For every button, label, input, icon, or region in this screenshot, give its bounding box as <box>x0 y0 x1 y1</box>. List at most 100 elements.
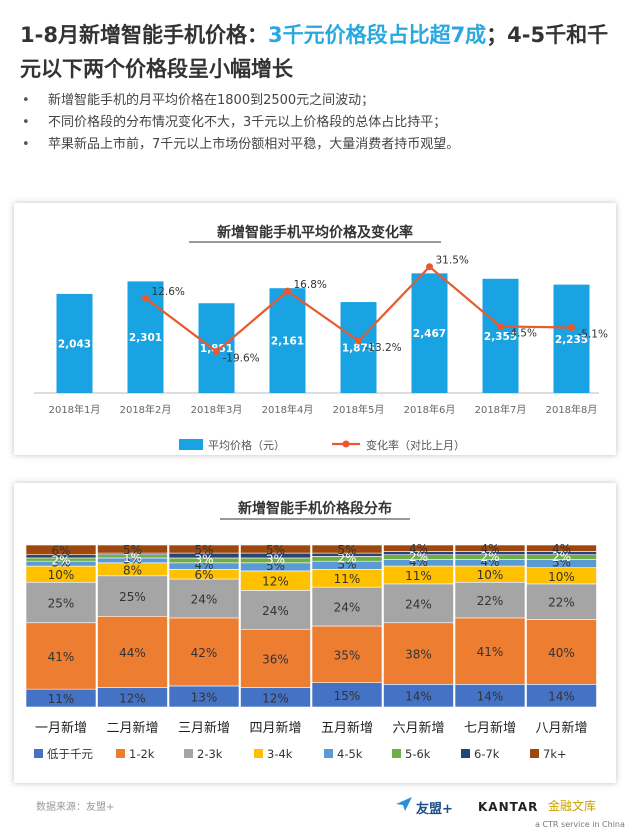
change-rate-point <box>426 263 433 271</box>
segment-value-label: 38% <box>405 648 432 662</box>
legend-label: 平均价格（元） <box>208 438 285 452</box>
x-tick-label: 2018年7月 <box>475 403 527 416</box>
bullet-list: 新增智能手机的月平均价格在1800到2500元之间波动； 不同价格段的分布情况变… <box>20 90 620 156</box>
segment-value-label: 2% <box>480 550 499 564</box>
stack-segment <box>25 622 97 690</box>
legend-label: 2-3k <box>197 747 223 761</box>
legend-swatch <box>461 749 470 758</box>
segment-value-label: 2% <box>51 553 70 567</box>
stack-segment <box>526 619 597 685</box>
chart-title: 新增智能手机平均价格及变化率 <box>217 224 413 241</box>
legend-label: 5-6k <box>405 747 431 761</box>
change-rate-point <box>355 337 362 345</box>
title-highlight: 3千元价格段占比超7成 <box>267 23 487 47</box>
segment-value-label: 11% <box>334 572 361 586</box>
x-tick-label: 2018年6月 <box>404 403 456 416</box>
segment-value-label: 24% <box>191 592 218 606</box>
change-rate-point <box>497 322 504 330</box>
stack-segment <box>526 583 597 620</box>
segment-value-label: 25% <box>119 590 146 604</box>
brand-name: 友盟+ <box>416 802 453 817</box>
watermark: 金融文库 <box>548 799 597 813</box>
legend-label: 4-5k <box>337 747 363 761</box>
x-tick-label: 六月新增 <box>392 720 444 736</box>
legend-label: 6-7k <box>474 747 500 761</box>
legend-swatch <box>116 749 125 758</box>
bar-value-label: 1,875 <box>342 343 375 355</box>
stack-segment <box>168 578 240 619</box>
x-tick-label: 2018年8月 <box>546 403 598 416</box>
ctr-tagline: a CTR service in China <box>535 820 625 829</box>
segment-value-label: 12% <box>262 691 289 705</box>
segment-value-label: 10% <box>477 568 504 582</box>
change-rate-label: -13.2% <box>365 342 402 354</box>
segment-value-label: 24% <box>262 604 289 618</box>
legend-swatch <box>184 749 193 758</box>
stack-segment <box>240 544 311 554</box>
segment-value-label: 40% <box>548 646 575 660</box>
bar-value-label: 2,161 <box>271 336 304 348</box>
segment-value-label: 44% <box>119 646 146 660</box>
legend-label: 低于千元 <box>47 747 93 761</box>
x-tick-label: 2018年3月 <box>191 403 243 416</box>
segment-value-label: 13% <box>191 690 218 704</box>
change-rate-point <box>568 323 575 331</box>
bar <box>482 278 519 393</box>
page-title: 1-8月新增智能手机价格：3千元价格段占比超7成；4-5千和千元以下两个价格段呈… <box>20 23 609 81</box>
segment-value-label: 41% <box>48 650 75 664</box>
stack-segment <box>240 628 311 688</box>
x-tick-label: 八月新增 <box>535 720 587 736</box>
stack-segment <box>311 586 383 627</box>
change-rate-point <box>142 294 149 302</box>
bullet-item: 新增智能手机的月平均价格在1800到2500元之间波动； <box>20 90 620 112</box>
change-rate-point <box>213 348 220 356</box>
data-source: 数据来源：友盟+ <box>36 802 115 813</box>
x-tick-label: 五月新增 <box>321 720 373 736</box>
segment-value-label: 41% <box>477 645 504 659</box>
change-rate-label: 12.6% <box>152 286 185 298</box>
x-tick-label: 2018年5月 <box>333 403 385 416</box>
legend-swatch <box>392 749 401 758</box>
segment-value-label: 3% <box>194 553 213 567</box>
stack-segment <box>454 544 526 552</box>
legend-swatch-marker <box>342 440 350 448</box>
segment-value-label: 10% <box>48 568 75 582</box>
segment-value-label: 5% <box>337 543 356 557</box>
segment-value-label: 14% <box>405 690 432 704</box>
stack-segment <box>311 682 383 708</box>
segment-value-label: 2% <box>552 550 571 564</box>
segment-value-label: 14% <box>477 690 504 704</box>
segment-value-label: 4% <box>480 542 499 556</box>
change-rate-label: -5.1% <box>578 328 608 340</box>
bar <box>553 284 590 393</box>
segment-value-label: 5% <box>194 543 213 557</box>
segment-value-label: 25% <box>48 597 75 611</box>
segment-value-label: 24% <box>334 601 361 615</box>
stack-segment <box>383 544 454 552</box>
bar <box>411 273 448 393</box>
segment-chart-panel: 新增智能手机价格段分布 11% 41% 25% 10% 3% 2% 6% 一月新增 12% 44% 2… <box>14 483 616 783</box>
price-chart-panel: 新增智能手机平均价格及变化率 2,043 2018年1月 2,301 2018年2月 1,… <box>14 203 616 455</box>
bar <box>269 288 306 393</box>
bar-value-label: 2,235 <box>555 334 588 346</box>
segment-value-label: 3% <box>266 553 285 567</box>
legend-swatch <box>254 749 263 758</box>
umeng-logo-icon <box>396 797 412 811</box>
stack-segment <box>240 590 311 630</box>
stack-segment <box>311 625 383 684</box>
legend-label: 3-4k <box>267 747 293 761</box>
segment-value-label: 15% <box>334 689 361 703</box>
stack-segment <box>526 544 597 552</box>
bullet-item: 不同价格段的分布情况变化不大，3千元以上价格段的总体占比持平； <box>20 112 620 134</box>
segment-value-label: 14% <box>548 690 575 704</box>
segment-value-label: 35% <box>334 648 361 662</box>
change-rate-label: -4.5% <box>507 327 537 339</box>
segment-value-label: 1% <box>123 551 142 565</box>
stack-segment <box>97 575 168 617</box>
segment-value-label: 2% <box>409 550 428 564</box>
segment-value-label: 2% <box>337 552 356 566</box>
segment-value-label: 8% <box>123 563 142 577</box>
segment-value-label: 5% <box>266 543 285 557</box>
x-tick-label: 二月新增 <box>106 720 158 736</box>
bar <box>340 302 377 393</box>
